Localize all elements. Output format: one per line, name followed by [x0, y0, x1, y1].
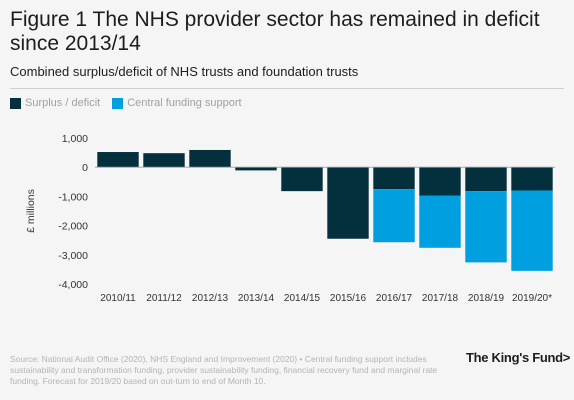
bar-chart: 1,000 0 -1,000 -2,000 -3,000 -4,000 £ millions…: [25, 133, 555, 304]
bar-surplus-deficit: [465, 167, 507, 192]
bar-surplus-deficit: [281, 167, 323, 192]
x-tick-label: 2012/13: [192, 293, 229, 304]
y-tick-label: -3,000: [58, 250, 88, 262]
chart-subtitle: Combined surplus/deficit of NHS trusts a…: [10, 64, 359, 79]
bar-central-funding: [373, 189, 415, 243]
x-tick-label: 2016/17: [376, 293, 413, 304]
bar-surplus-deficit: [373, 167, 415, 190]
legend-swatch-central-funding: [112, 97, 124, 109]
bar-surplus-deficit: [235, 167, 277, 171]
y-axis-label: £ millions: [25, 189, 37, 233]
legend-swatch-surplus-deficit: [10, 97, 21, 109]
legend-label-surplus-deficit: Surplus / deficit: [25, 97, 101, 109]
x-tick-label: 2011/12: [146, 293, 182, 304]
legend-label-central-funding: Central funding support: [127, 97, 242, 109]
bar-surplus-deficit: [511, 167, 553, 191]
y-tick-label: -1,000: [58, 191, 88, 203]
y-tick-label: 0: [82, 162, 88, 174]
x-tick-label: 2019/20*: [512, 293, 552, 304]
legend-item-central-funding: Central funding support: [112, 97, 242, 109]
bar-surplus-deficit: [419, 167, 461, 196]
chart-legend: Surplus / deficit Central funding suppor…: [10, 97, 254, 109]
y-tick-label: -2,000: [58, 221, 88, 233]
x-tick-label: 2010/11: [100, 293, 136, 304]
x-tick-label: 2014/15: [284, 293, 321, 304]
y-tick-label: 1,000: [62, 133, 88, 145]
divider: [10, 88, 564, 89]
y-tick-label: -4,000: [58, 279, 88, 291]
bar-surplus-deficit: [143, 153, 185, 168]
bar-central-funding: [419, 195, 461, 248]
x-tick-label: 2013/14: [238, 293, 275, 304]
page-title: Figure 1 The NHS provider sector has rem…: [10, 8, 540, 55]
bar-central-funding: [465, 191, 507, 263]
legend-item-surplus-deficit: Surplus / deficit: [10, 97, 100, 109]
bar-surplus-deficit: [327, 167, 369, 239]
bar-central-funding: [511, 190, 553, 271]
bar-surplus-deficit: [97, 152, 139, 168]
x-tick-label: 2015/16: [330, 293, 367, 304]
x-tick-label: 2017/18: [422, 293, 459, 304]
bar-surplus-deficit: [189, 149, 231, 168]
source-note: Source: National Audit Office (2020), NH…: [10, 354, 438, 386]
kings-fund-logo: The King's Fund>: [466, 350, 571, 365]
x-tick-label: 2018/19: [468, 293, 505, 304]
